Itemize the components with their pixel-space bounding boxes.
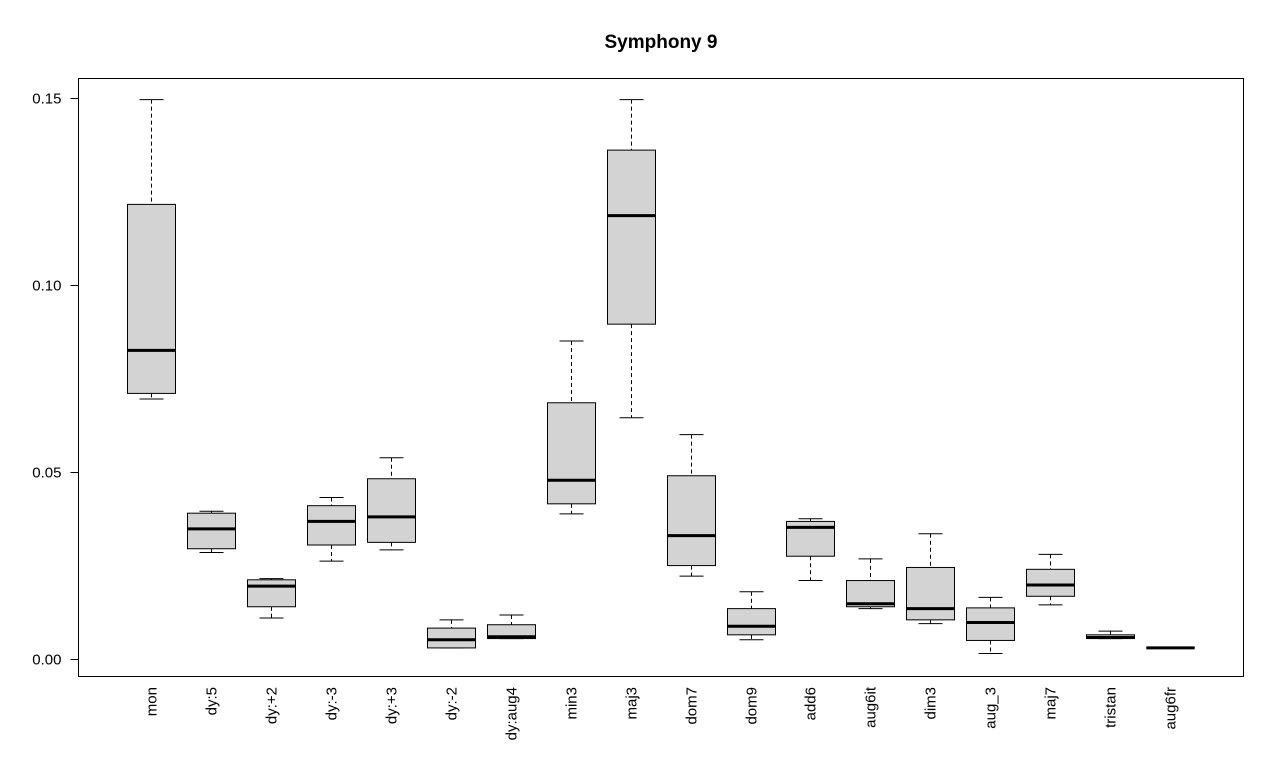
iqr-box — [547, 402, 596, 505]
x-tick-label: dim3 — [923, 687, 940, 720]
x-tick-label: aug6fr — [1163, 687, 1180, 730]
box-maj3 — [607, 99, 656, 419]
y-tick-label: 0.15 — [32, 91, 61, 108]
box-dim3 — [906, 533, 955, 625]
x-tick-label: min3 — [564, 687, 581, 720]
box-dom9 — [727, 591, 776, 641]
iqr-box — [367, 478, 416, 543]
box-dy:+2 — [247, 578, 296, 619]
x-tick-label: dy:+2 — [264, 687, 281, 724]
box-dy:aug4 — [487, 614, 536, 640]
box-dy:5 — [187, 510, 236, 553]
box-dy:-2 — [427, 619, 476, 649]
x-tick-label: maj3 — [624, 687, 641, 720]
iqr-box — [906, 566, 955, 621]
boxes-group — [127, 99, 1195, 655]
x-tick-label: aug_3 — [983, 687, 1000, 729]
x-tick-label: dom9 — [744, 687, 761, 725]
x-tick-label: dy:-3 — [324, 687, 341, 720]
x-tick-label: tristan — [1103, 687, 1120, 728]
iqr-box — [966, 607, 1015, 641]
iqr-box — [1026, 568, 1075, 597]
x-axis-labels: mon dy:5 dy:+2 dy:-3 dy:+3 dy:-2 dy:aug4 min3 ma… — [144, 686, 1180, 740]
x-tick-label: add6 — [803, 687, 820, 720]
iqr-box — [187, 512, 236, 550]
y-tick-label: 0.05 — [32, 465, 61, 482]
x-tick-label: aug6it — [863, 686, 880, 728]
box-dy:-3 — [307, 496, 356, 562]
chart-title: Symphony 9 — [605, 32, 718, 53]
box-maj7 — [1026, 553, 1075, 606]
y-tick-label: 0.00 — [32, 652, 61, 669]
x-tick-label: dy:5 — [204, 687, 221, 715]
iqr-box — [127, 203, 176, 394]
y-axis: 0.00 0.05 0.10 0.15 — [32, 91, 79, 669]
x-tick-label: dom7 — [684, 687, 701, 725]
x-tick-label: dy:+3 — [384, 687, 401, 724]
x-tick-label: mon — [144, 687, 161, 716]
box-dy:+3 — [367, 457, 416, 551]
y-tick-label: 0.10 — [32, 278, 61, 295]
box-dom7 — [667, 434, 716, 577]
iqr-box — [307, 505, 356, 546]
iqr-box — [487, 624, 536, 640]
box-add6 — [786, 518, 835, 582]
iqr-box — [607, 149, 656, 325]
box-tristan — [1086, 630, 1135, 640]
x-tick-label: dy:aug4 — [504, 687, 521, 740]
box-min3 — [547, 340, 596, 515]
box-aug6it — [846, 558, 895, 610]
x-tick-label: dy:-2 — [444, 687, 461, 720]
iqr-box — [427, 627, 476, 649]
iqr-box — [247, 579, 296, 608]
box-mon — [127, 99, 176, 400]
iqr-box — [667, 475, 716, 567]
x-tick-label: maj7 — [1043, 687, 1060, 720]
iqr-box — [727, 608, 776, 636]
box-aug_3 — [966, 596, 1015, 655]
